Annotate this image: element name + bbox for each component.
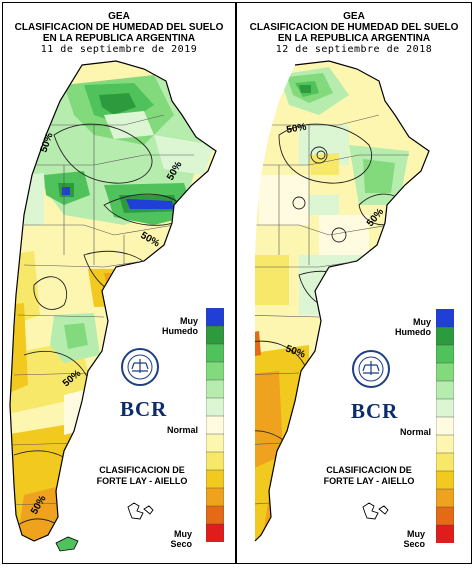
bcr-seal-icon [121, 348, 159, 386]
legend-swatch [436, 470, 454, 490]
map-panel-2019: GEA CLASIFICACION DE HUMEDAD DEL SUELO E… [4, 3, 234, 563]
legend-swatch [436, 398, 454, 418]
bcr-logo: BCR [120, 397, 168, 421]
title-date: 11 de septiembre de 2019 [40, 44, 198, 55]
legend-swatch [436, 344, 454, 364]
legend-swatch [436, 416, 454, 436]
panel-title: GEA CLASIFICACION DE HUMEDAD DEL SUELO E… [4, 11, 234, 55]
legend-swatch [436, 380, 454, 400]
legend-swatch [206, 397, 224, 417]
legend-swatch [436, 524, 454, 543]
country-outline [9, 60, 217, 542]
legend-swatch [206, 343, 224, 363]
classification-line2: FORTE LAY - AIELLO [323, 476, 415, 486]
legend-swatch [206, 325, 224, 345]
province-borders [11, 114, 194, 506]
bcr-logo: BCR [351, 399, 399, 423]
legend-swatch [206, 415, 224, 435]
legend-normal-label: Normal [166, 425, 198, 435]
soil-moisture-map: 50% 50% 50% [254, 60, 430, 542]
legend-swatch [436, 452, 454, 472]
panel-divider [235, 2, 237, 564]
legend-swatch [206, 487, 224, 507]
legend-color-bar [436, 309, 454, 543]
legend-top-label: Muy Humedo [387, 317, 431, 337]
legend-swatch [206, 469, 224, 489]
islands [55, 502, 154, 552]
title-clasificacion: CLASIFICACION DE HUMEDAD DEL SUELO [14, 22, 224, 33]
legend-swatch [206, 308, 224, 327]
legend-swatch [206, 379, 224, 399]
legend-swatch [206, 361, 224, 381]
legend-bottom-label: Muy Seco [387, 529, 425, 549]
title-clasificacion: CLASIFICACION DE HUMEDAD DEL SUELO [249, 22, 459, 33]
legend-swatch [436, 362, 454, 382]
legend-top-line1: Muy [413, 317, 431, 327]
legend-swatch [436, 506, 454, 526]
classification-caption: CLASIFICACION DE FORTE LAY - AIELLO [82, 465, 202, 487]
province-borders [255, 114, 409, 506]
contour-label: 50% [286, 122, 308, 136]
legend-color-bar [206, 308, 224, 542]
legend-swatch [206, 433, 224, 453]
legend-swatch [436, 326, 454, 346]
legend-bottom-line1: Muy [407, 529, 425, 539]
map-panel-2018: GEA CLASIFICACION DE HUMEDAD DEL SUELO E… [239, 3, 469, 563]
legend-swatch [206, 451, 224, 471]
legend-top-line2: Humedo [162, 326, 198, 336]
legend-swatch [206, 523, 224, 542]
title-republica: EN LA REPUBLICA ARGENTINA [277, 33, 431, 44]
legend-swatch [206, 505, 224, 525]
legend-top-line2: Humedo [395, 327, 431, 337]
legend-bottom-line1: Muy [174, 529, 192, 539]
legend-swatch [436, 309, 454, 328]
panel-title: GEA CLASIFICACION DE HUMEDAD DEL SUELO E… [239, 11, 469, 55]
soil-moisture-map: 50% 50% 50% 50% 50% [9, 60, 217, 552]
classification-caption: CLASIFICACION DE FORTE LAY - AIELLO [309, 465, 429, 487]
legend-swatch [436, 488, 454, 508]
legend-bottom-label: Muy Seco [154, 529, 192, 549]
legend-top-line1: Muy [180, 316, 198, 326]
classification-line1: CLASIFICACION DE [326, 465, 412, 475]
legend-bottom-line2: Seco [403, 539, 425, 549]
title-gea: GEA [108, 11, 130, 22]
classification-line2: FORTE LAY - AIELLO [96, 476, 188, 486]
bcr-seal-icon [352, 350, 390, 388]
classification-line1: CLASIFICACION DE [99, 465, 185, 475]
legend-normal-label: Normal [399, 427, 431, 437]
title-date: 12 de septiembre de 2018 [275, 44, 433, 55]
legend-top-label: Muy Humedo [154, 316, 198, 336]
legend-swatch [436, 434, 454, 454]
legend-bottom-line2: Seco [170, 539, 192, 549]
title-republica: EN LA REPUBLICA ARGENTINA [42, 33, 196, 44]
islands [362, 502, 389, 520]
title-gea: GEA [343, 11, 365, 22]
